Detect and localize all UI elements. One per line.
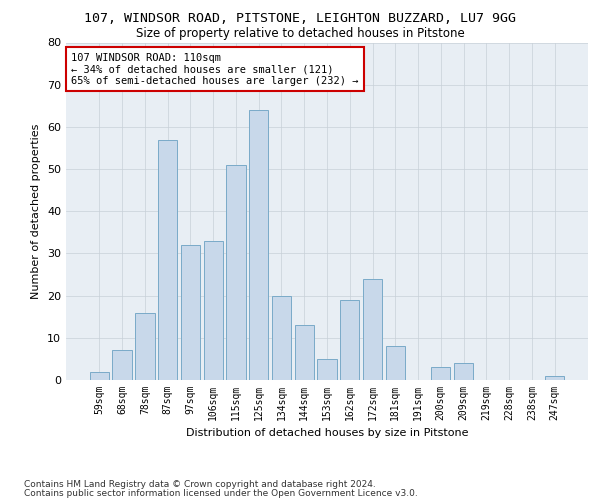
Text: Size of property relative to detached houses in Pitstone: Size of property relative to detached ho…	[136, 28, 464, 40]
Text: 107, WINDSOR ROAD, PITSTONE, LEIGHTON BUZZARD, LU7 9GG: 107, WINDSOR ROAD, PITSTONE, LEIGHTON BU…	[84, 12, 516, 26]
Bar	[386, 346, 405, 380]
Bar	[90, 372, 109, 380]
Text: 107 WINDSOR ROAD: 110sqm
← 34% of detached houses are smaller (121)
65% of semi-: 107 WINDSOR ROAD: 110sqm ← 34% of detach…	[71, 52, 359, 86]
X-axis label: Distribution of detached houses by size in Pitstone: Distribution of detached houses by size …	[186, 428, 468, 438]
Bar	[181, 245, 200, 380]
Bar	[545, 376, 564, 380]
Bar	[112, 350, 132, 380]
Bar	[249, 110, 268, 380]
Bar	[295, 325, 314, 380]
Text: Contains HM Land Registry data © Crown copyright and database right 2024.: Contains HM Land Registry data © Crown c…	[24, 480, 376, 489]
Bar	[135, 312, 155, 380]
Bar	[454, 363, 473, 380]
Bar	[431, 368, 451, 380]
Bar	[363, 279, 382, 380]
Bar	[317, 359, 337, 380]
Text: Contains public sector information licensed under the Open Government Licence v3: Contains public sector information licen…	[24, 489, 418, 498]
Bar	[272, 296, 291, 380]
Bar	[158, 140, 178, 380]
Bar	[226, 165, 245, 380]
Bar	[340, 300, 359, 380]
Bar	[203, 241, 223, 380]
Y-axis label: Number of detached properties: Number of detached properties	[31, 124, 41, 299]
